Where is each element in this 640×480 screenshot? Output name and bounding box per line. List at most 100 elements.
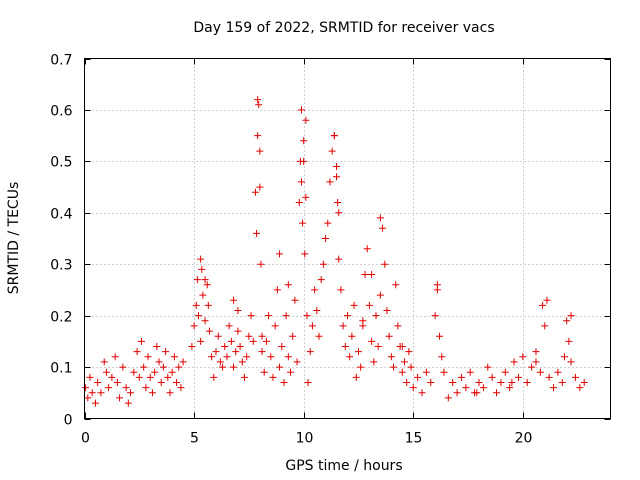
- data-point: [256, 147, 264, 155]
- data-point: [245, 332, 253, 340]
- data-point: [381, 260, 389, 268]
- data-point: [164, 373, 172, 381]
- data-point: [223, 353, 231, 361]
- data-point: [140, 363, 148, 371]
- data-point: [190, 322, 198, 330]
- data-point: [287, 368, 295, 376]
- data-point: [341, 343, 349, 350]
- x-tick-label: 0: [81, 431, 90, 447]
- data-point: [324, 219, 332, 227]
- data-point: [422, 368, 430, 376]
- data-point: [326, 178, 334, 186]
- data-point: [254, 132, 262, 140]
- data-point: [563, 317, 571, 325]
- data-point: [238, 358, 246, 366]
- data-point: [146, 373, 154, 381]
- data-point: [201, 317, 209, 325]
- data-point: [82, 384, 90, 392]
- data-point: [300, 157, 308, 165]
- data-point: [462, 384, 470, 392]
- data-point: [225, 322, 233, 330]
- data-point: [84, 394, 92, 402]
- data-point: [330, 132, 338, 140]
- data-point: [173, 379, 181, 386]
- data-point: [175, 363, 183, 371]
- data-point: [230, 296, 238, 304]
- data-point: [111, 353, 119, 361]
- data-point: [506, 384, 514, 392]
- data-point: [155, 358, 163, 366]
- data-point: [328, 147, 336, 155]
- data-point: [372, 312, 380, 320]
- data-point: [335, 255, 343, 263]
- data-point: [88, 389, 96, 397]
- data-point: [466, 368, 474, 376]
- data-point: [510, 358, 518, 366]
- data-point: [361, 271, 369, 278]
- data-point: [475, 379, 483, 386]
- data-point: [571, 373, 579, 381]
- data-point: [162, 348, 170, 356]
- data-point: [166, 389, 174, 397]
- data-point: [311, 286, 319, 294]
- data-point: [291, 296, 299, 304]
- data-point: [284, 281, 292, 289]
- data-point: [232, 348, 240, 356]
- x-tick-label: 20: [515, 431, 533, 447]
- data-point: [205, 327, 213, 335]
- data-point: [170, 353, 178, 361]
- data-point: [86, 373, 94, 381]
- data-point: [192, 301, 200, 309]
- data-point: [251, 188, 259, 196]
- data-point: [130, 368, 138, 376]
- data-point: [303, 312, 311, 320]
- data-point: [197, 255, 205, 263]
- data-point: [431, 312, 439, 320]
- data-point: [102, 368, 110, 376]
- data-point: [249, 337, 257, 345]
- data-point: [376, 291, 384, 299]
- data-point: [394, 322, 402, 330]
- data-point: [365, 301, 373, 309]
- data-point: [212, 348, 220, 356]
- data-point: [560, 353, 568, 361]
- data-point: [536, 368, 544, 376]
- data-point: [398, 368, 406, 376]
- data-point: [539, 301, 547, 309]
- data-point: [262, 337, 270, 345]
- data-point: [135, 373, 143, 381]
- data-point: [352, 373, 360, 381]
- data-point: [255, 101, 263, 109]
- data-point: [293, 358, 301, 366]
- data-point: [308, 322, 316, 330]
- data-point: [127, 389, 135, 397]
- data-point: [354, 348, 362, 356]
- data-point: [159, 363, 167, 371]
- data-point: [197, 337, 205, 345]
- data-point: [177, 384, 185, 392]
- data-point: [276, 363, 284, 371]
- data-point: [493, 389, 501, 397]
- data-point: [532, 358, 540, 366]
- y-tick-label: 0.2: [50, 310, 72, 326]
- data-point: [133, 348, 141, 356]
- data-point: [346, 353, 354, 361]
- y-tick-label: 0.6: [50, 104, 72, 120]
- data-point: [236, 343, 244, 350]
- data-point: [363, 245, 371, 253]
- data-point: [473, 389, 481, 397]
- data-point: [179, 358, 187, 366]
- data-point: [265, 312, 273, 320]
- y-tick-label: 0.5: [50, 155, 72, 171]
- data-point: [284, 353, 292, 361]
- data-point: [269, 373, 277, 381]
- data-point: [188, 343, 196, 350]
- data-point: [390, 363, 398, 371]
- data-point: [403, 379, 411, 386]
- data-point: [440, 368, 448, 376]
- data-point: [253, 229, 261, 237]
- data-point: [278, 343, 286, 350]
- data-point: [201, 276, 209, 284]
- data-point: [376, 214, 384, 222]
- data-point: [337, 286, 345, 294]
